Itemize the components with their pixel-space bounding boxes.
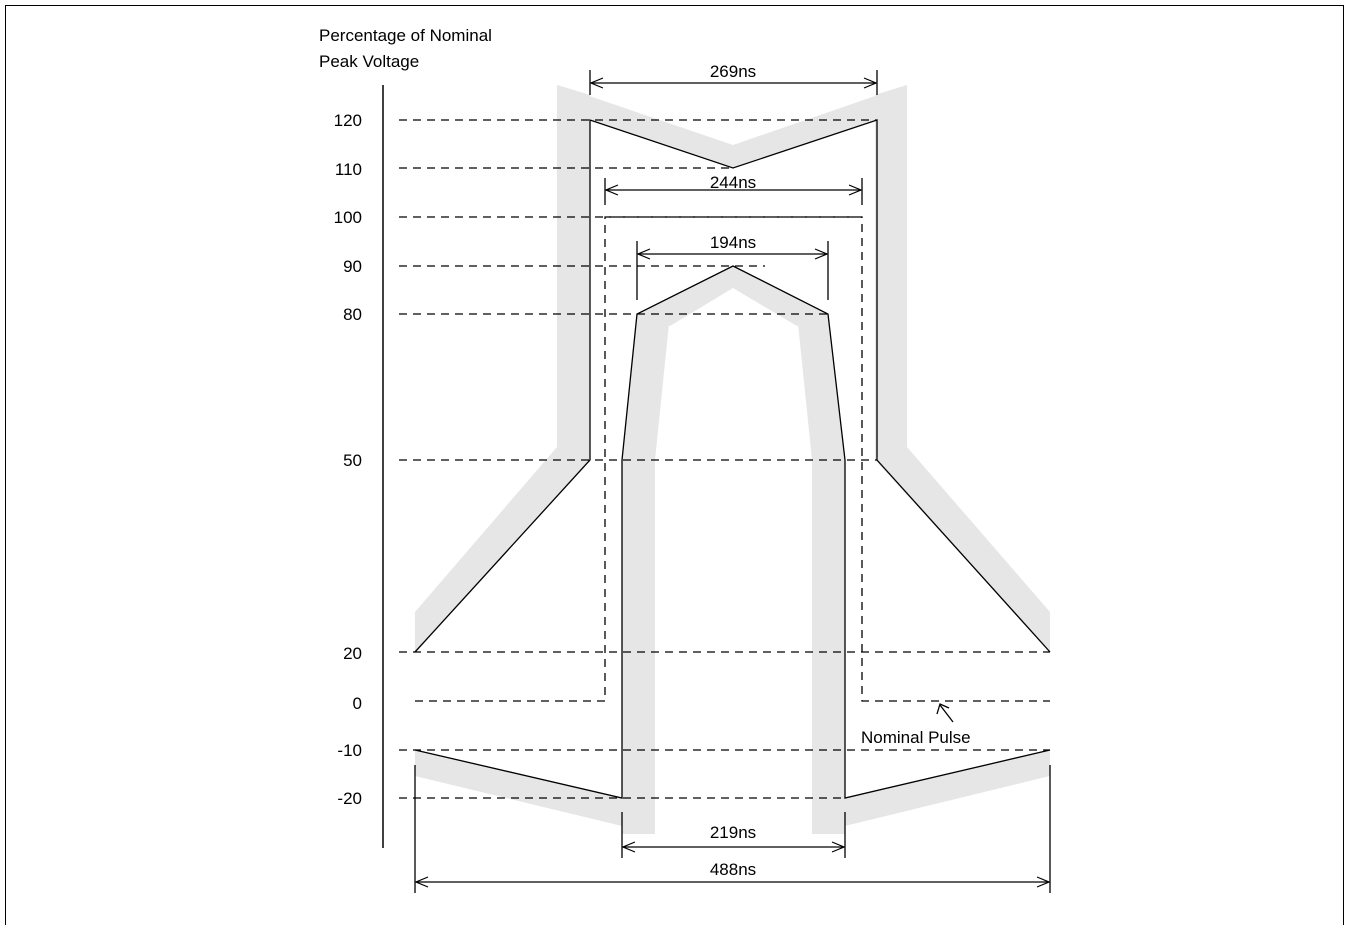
y-tick-0: 0 bbox=[353, 694, 362, 713]
outer-band-bottom-left bbox=[415, 750, 655, 834]
tolerance-bands bbox=[415, 85, 1050, 834]
y-tick-100: 100 bbox=[334, 208, 362, 227]
y-tick-90: 90 bbox=[343, 257, 362, 276]
nominal-pulse-outline bbox=[415, 216, 1050, 702]
outer-band-top bbox=[557, 85, 907, 168]
nominal-pulse-pointer-head bbox=[936, 703, 950, 715]
dim-194-label: 194ns bbox=[710, 233, 756, 252]
mask-outlines bbox=[414, 119, 1051, 799]
dimension-labels: 269ns 244ns 194ns 219ns 488ns bbox=[710, 62, 756, 879]
outer-mask-line bbox=[414, 119, 1051, 653]
inner-mask-line bbox=[414, 265, 1051, 799]
outer-band-left bbox=[415, 85, 590, 652]
nominal-pulse-pointer bbox=[939, 704, 954, 723]
dim-269-label: 269ns bbox=[710, 62, 756, 81]
dim-219-label: 219ns bbox=[710, 823, 756, 842]
dashed-reference-lines bbox=[399, 119, 1050, 799]
y-tick-110: 110 bbox=[335, 160, 362, 179]
inner-band-top bbox=[637, 266, 828, 326]
y-tick-20: 20 bbox=[343, 644, 362, 663]
y-tick-120: 120 bbox=[334, 111, 362, 130]
outer-band-bottom-right bbox=[812, 750, 1050, 834]
figure-frame bbox=[5, 5, 1344, 925]
y-tick-50: 50 bbox=[343, 451, 362, 470]
y-tick-labels: 120 110 100 90 80 50 20 0 -10 -20 bbox=[334, 111, 362, 808]
outer-band-right bbox=[875, 85, 1050, 652]
dim-488-label: 488ns bbox=[710, 860, 756, 879]
y-axis-title-line1: Percentage of Nominal bbox=[319, 26, 492, 45]
y-tick-minus10: -10 bbox=[337, 741, 362, 760]
dim-244-label: 244ns bbox=[710, 173, 756, 192]
y-tick-80: 80 bbox=[343, 305, 362, 324]
inner-band-right bbox=[797, 314, 845, 834]
inner-band-left bbox=[622, 314, 670, 834]
y-tick-minus20: -20 bbox=[337, 789, 362, 808]
dimension-lines bbox=[414, 70, 1051, 893]
nominal-pulse-label: Nominal Pulse bbox=[861, 728, 971, 747]
y-axis-title-line2: Peak Voltage bbox=[319, 52, 419, 71]
